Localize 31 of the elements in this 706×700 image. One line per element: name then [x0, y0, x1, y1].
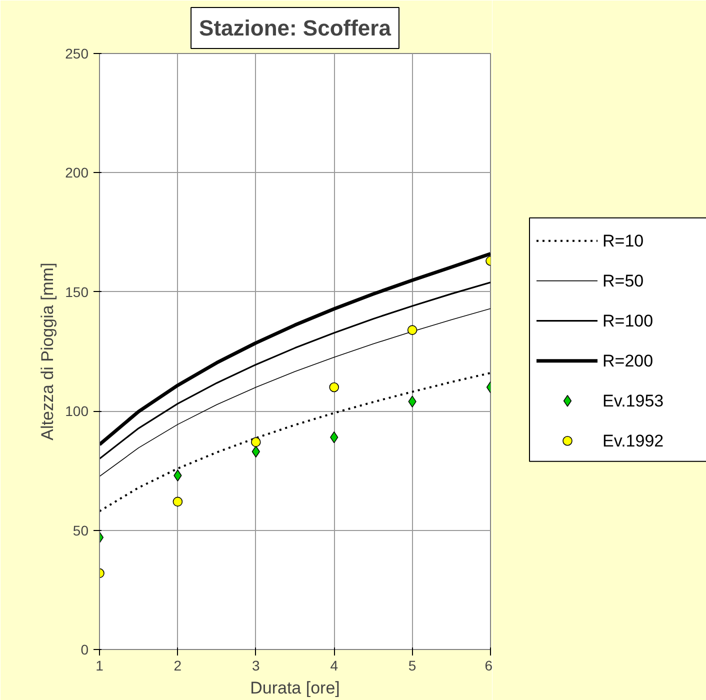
y-tick-label: 50 [72, 522, 89, 538]
point [172, 496, 183, 507]
legend-label: R=200 [602, 351, 654, 370]
x-axis-title: Durata [ore] [250, 678, 340, 698]
x-tick-label: 4 [330, 658, 338, 674]
y-tick-label: 100 [65, 403, 89, 420]
line-series [100, 308, 490, 477]
x-tick-label: 5 [408, 658, 416, 674]
line-series [100, 252, 490, 446]
legend-label: R=10 [602, 231, 644, 250]
line-series [100, 372, 490, 512]
y-tick-label: 150 [65, 284, 89, 300]
x-tick-label: 3 [252, 658, 260, 674]
x-tick-label: 2 [174, 658, 182, 674]
y-tick-label: 0 [80, 642, 89, 658]
y-axis-title: Altezza di Pioggia [mm] [38, 262, 58, 440]
point [251, 437, 261, 447]
point [408, 396, 416, 408]
line-series [100, 282, 490, 460]
y-tick-label: 200 [65, 164, 89, 181]
point [407, 325, 418, 335]
point [174, 470, 182, 482]
legend-label: Ev.1953 [602, 391, 664, 410]
legend-label: Ev.1992 [602, 431, 664, 450]
point [329, 382, 339, 392]
x-tick-label: 6 [484, 658, 493, 674]
y-tick-label: 250 [65, 46, 89, 62]
x-tick-label: 1 [96, 658, 104, 674]
legend-label: R=100 [602, 311, 654, 330]
chart-title: Stazione: Scoffera [199, 16, 392, 40]
legend-label: R=50 [602, 271, 644, 290]
